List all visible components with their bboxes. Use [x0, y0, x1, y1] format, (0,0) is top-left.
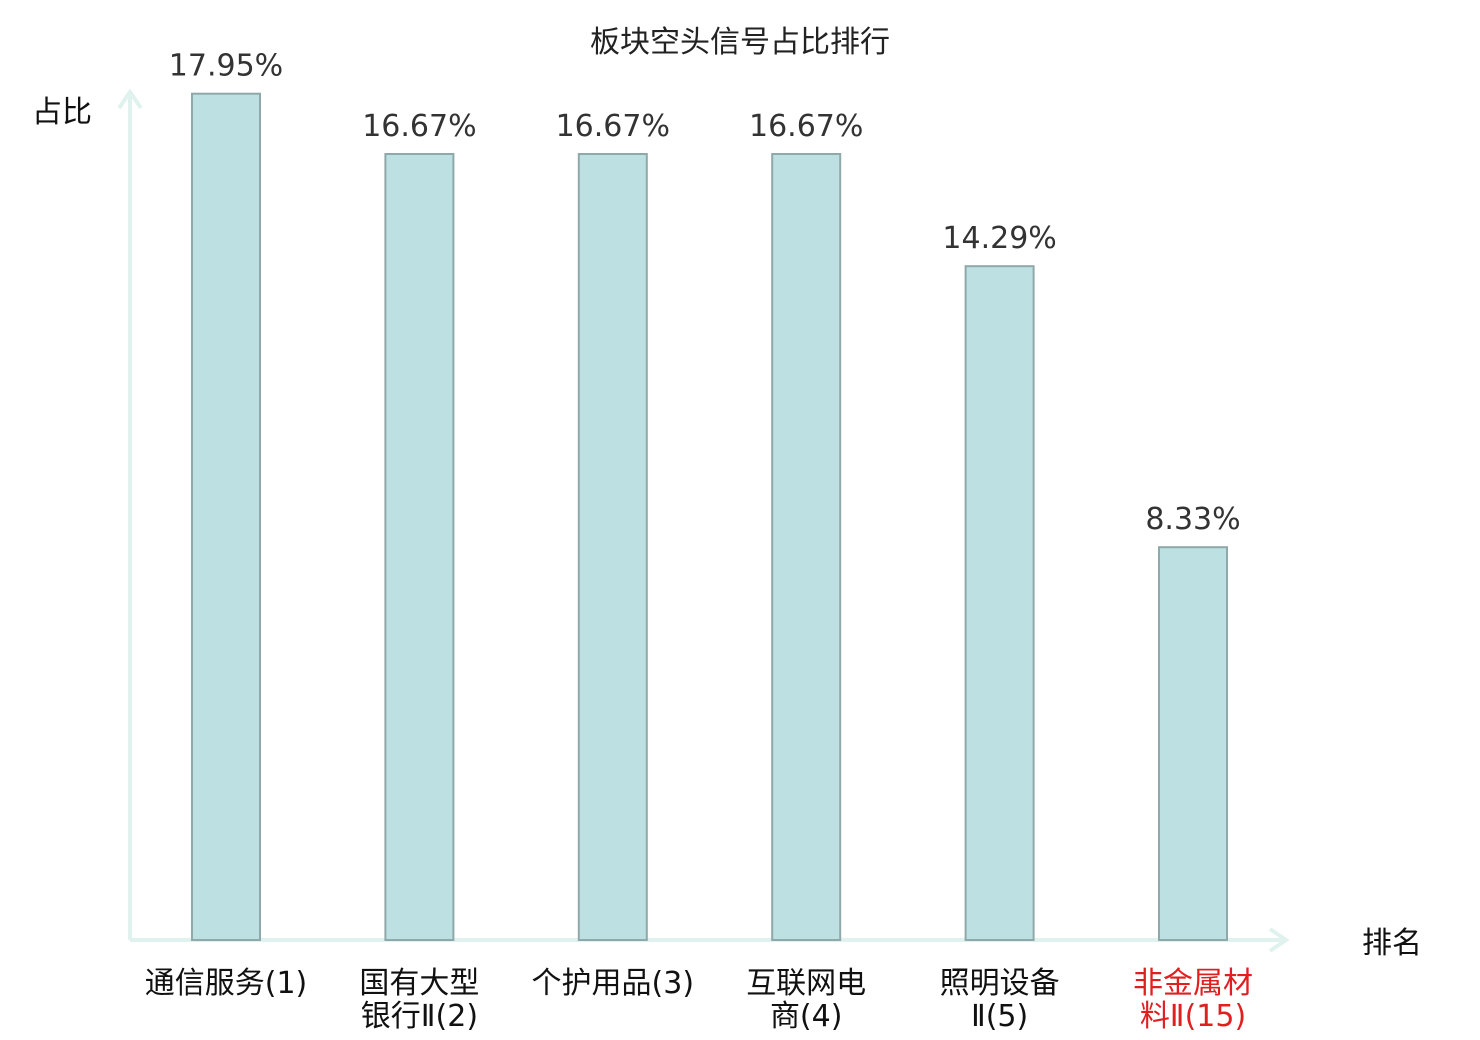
bar-value-label-1: 17.95% [169, 49, 283, 84]
category-label-3: 个护用品(3) [532, 966, 695, 1001]
bar-5 [964, 265, 1035, 941]
bar-2 [384, 153, 455, 941]
category-label-5: 照明设备 Ⅱ(5) [940, 966, 1060, 1034]
value-label-group: 17.95% 16.67% 16.67% 16.67% 14.29% 8.33% [169, 49, 1241, 538]
category-label-2: 国有大型银行Ⅱ(2) [359, 966, 479, 1034]
bar-value-label-2: 16.67% [362, 109, 476, 144]
bar-value-label-5: 14.29% [942, 221, 1056, 256]
bar-6 [1158, 546, 1228, 941]
x-axis-arrow-icon [1268, 927, 1290, 953]
bar-value-label-4: 16.67% [749, 109, 863, 144]
x-axis-label: 排名 [1362, 926, 1422, 961]
bar-value-label-6: 8.33% [1145, 502, 1240, 537]
category-label-6: 非金属材料Ⅱ(15) [1133, 966, 1253, 1034]
category-label-1: 通信服务(1) [145, 966, 308, 1001]
category-label-4: 互联网电商(4) [746, 966, 866, 1034]
bar-3 [577, 153, 648, 941]
category-label-group: 通信服务(1) 国有大型银行Ⅱ(2) 个护用品(3) 互联网电商(4) 照明设备 Ⅱ(5)… [145, 966, 1253, 1034]
y-axis-label: 占比 [32, 95, 92, 130]
bar-4 [771, 153, 842, 941]
bar-value-label-3: 16.67% [556, 109, 670, 144]
bar-group [191, 92, 1228, 941]
y-axis-arrow-icon [117, 88, 143, 110]
chart-title: 板块空头信号占比排行 [590, 25, 890, 60]
bar-1 [191, 92, 261, 941]
